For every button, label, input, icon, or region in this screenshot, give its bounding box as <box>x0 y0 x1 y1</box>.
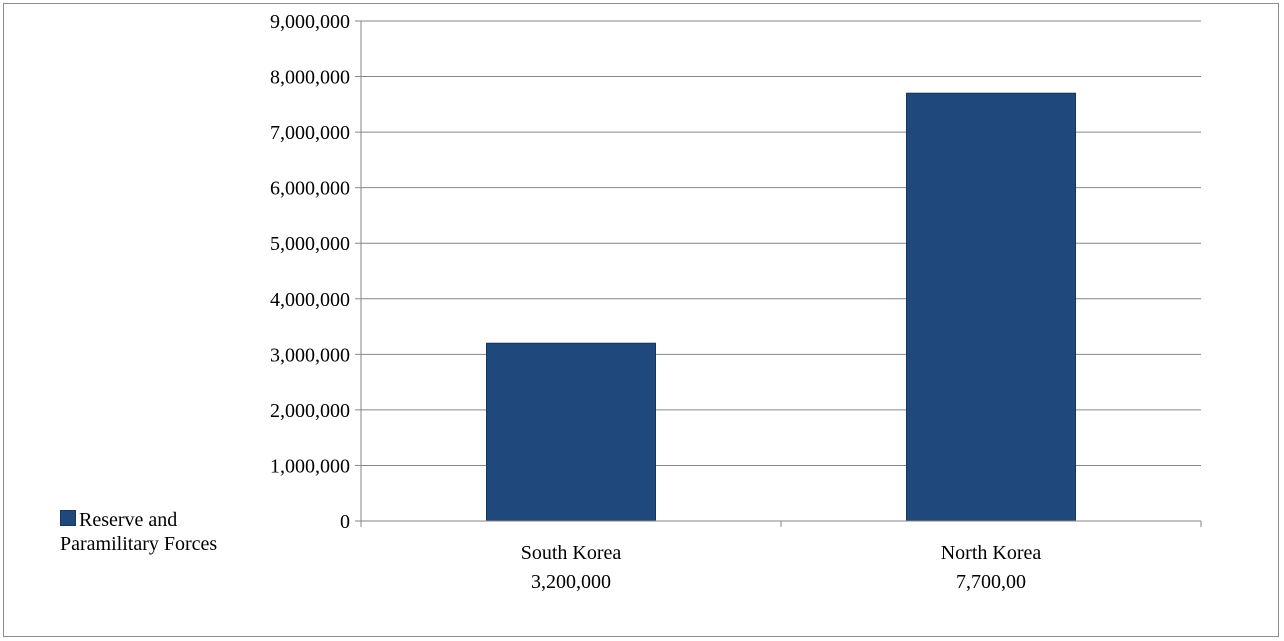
x-category-label: North Korea <box>941 542 1042 564</box>
legend-label-line1: Reserve and <box>79 509 178 531</box>
y-tick-label: 8,000,000 <box>270 67 350 89</box>
y-tick-label: 6,000,000 <box>270 178 350 200</box>
x-category-label: 7,700,00 <box>956 571 1026 593</box>
y-tick-label: 5,000,000 <box>270 233 350 255</box>
y-axis-tick-labels: 0 1,000,000 2,000,000 3,000,000 4,000,000 5,0… <box>270 11 350 533</box>
bar <box>906 92 1076 522</box>
y-tick-label: 2,000,000 <box>270 400 350 422</box>
axes <box>360 21 1202 527</box>
y-tick-label: 0 <box>340 511 350 533</box>
x-category-label: South Korea <box>521 542 622 564</box>
bar <box>486 342 656 522</box>
y-tick-label: 4,000,000 <box>270 289 350 311</box>
legend-label-line2: Paramilitary Forces <box>60 533 218 555</box>
y-tick-label: 9,000,000 <box>270 11 350 33</box>
bars <box>486 92 1076 522</box>
y-tick-label: 3,000,000 <box>270 344 350 366</box>
legend: Reserve and Paramilitary Forces <box>60 508 300 556</box>
x-axis-category-labels: South Korea 3,200,000 North Korea 7,700,00 <box>521 542 1042 593</box>
legend-swatch-icon <box>60 510 76 526</box>
x-category-label: 3,200,000 <box>531 571 611 593</box>
y-tick-label: 7,000,000 <box>270 122 350 144</box>
y-tick-label: 1,000,000 <box>270 455 350 477</box>
